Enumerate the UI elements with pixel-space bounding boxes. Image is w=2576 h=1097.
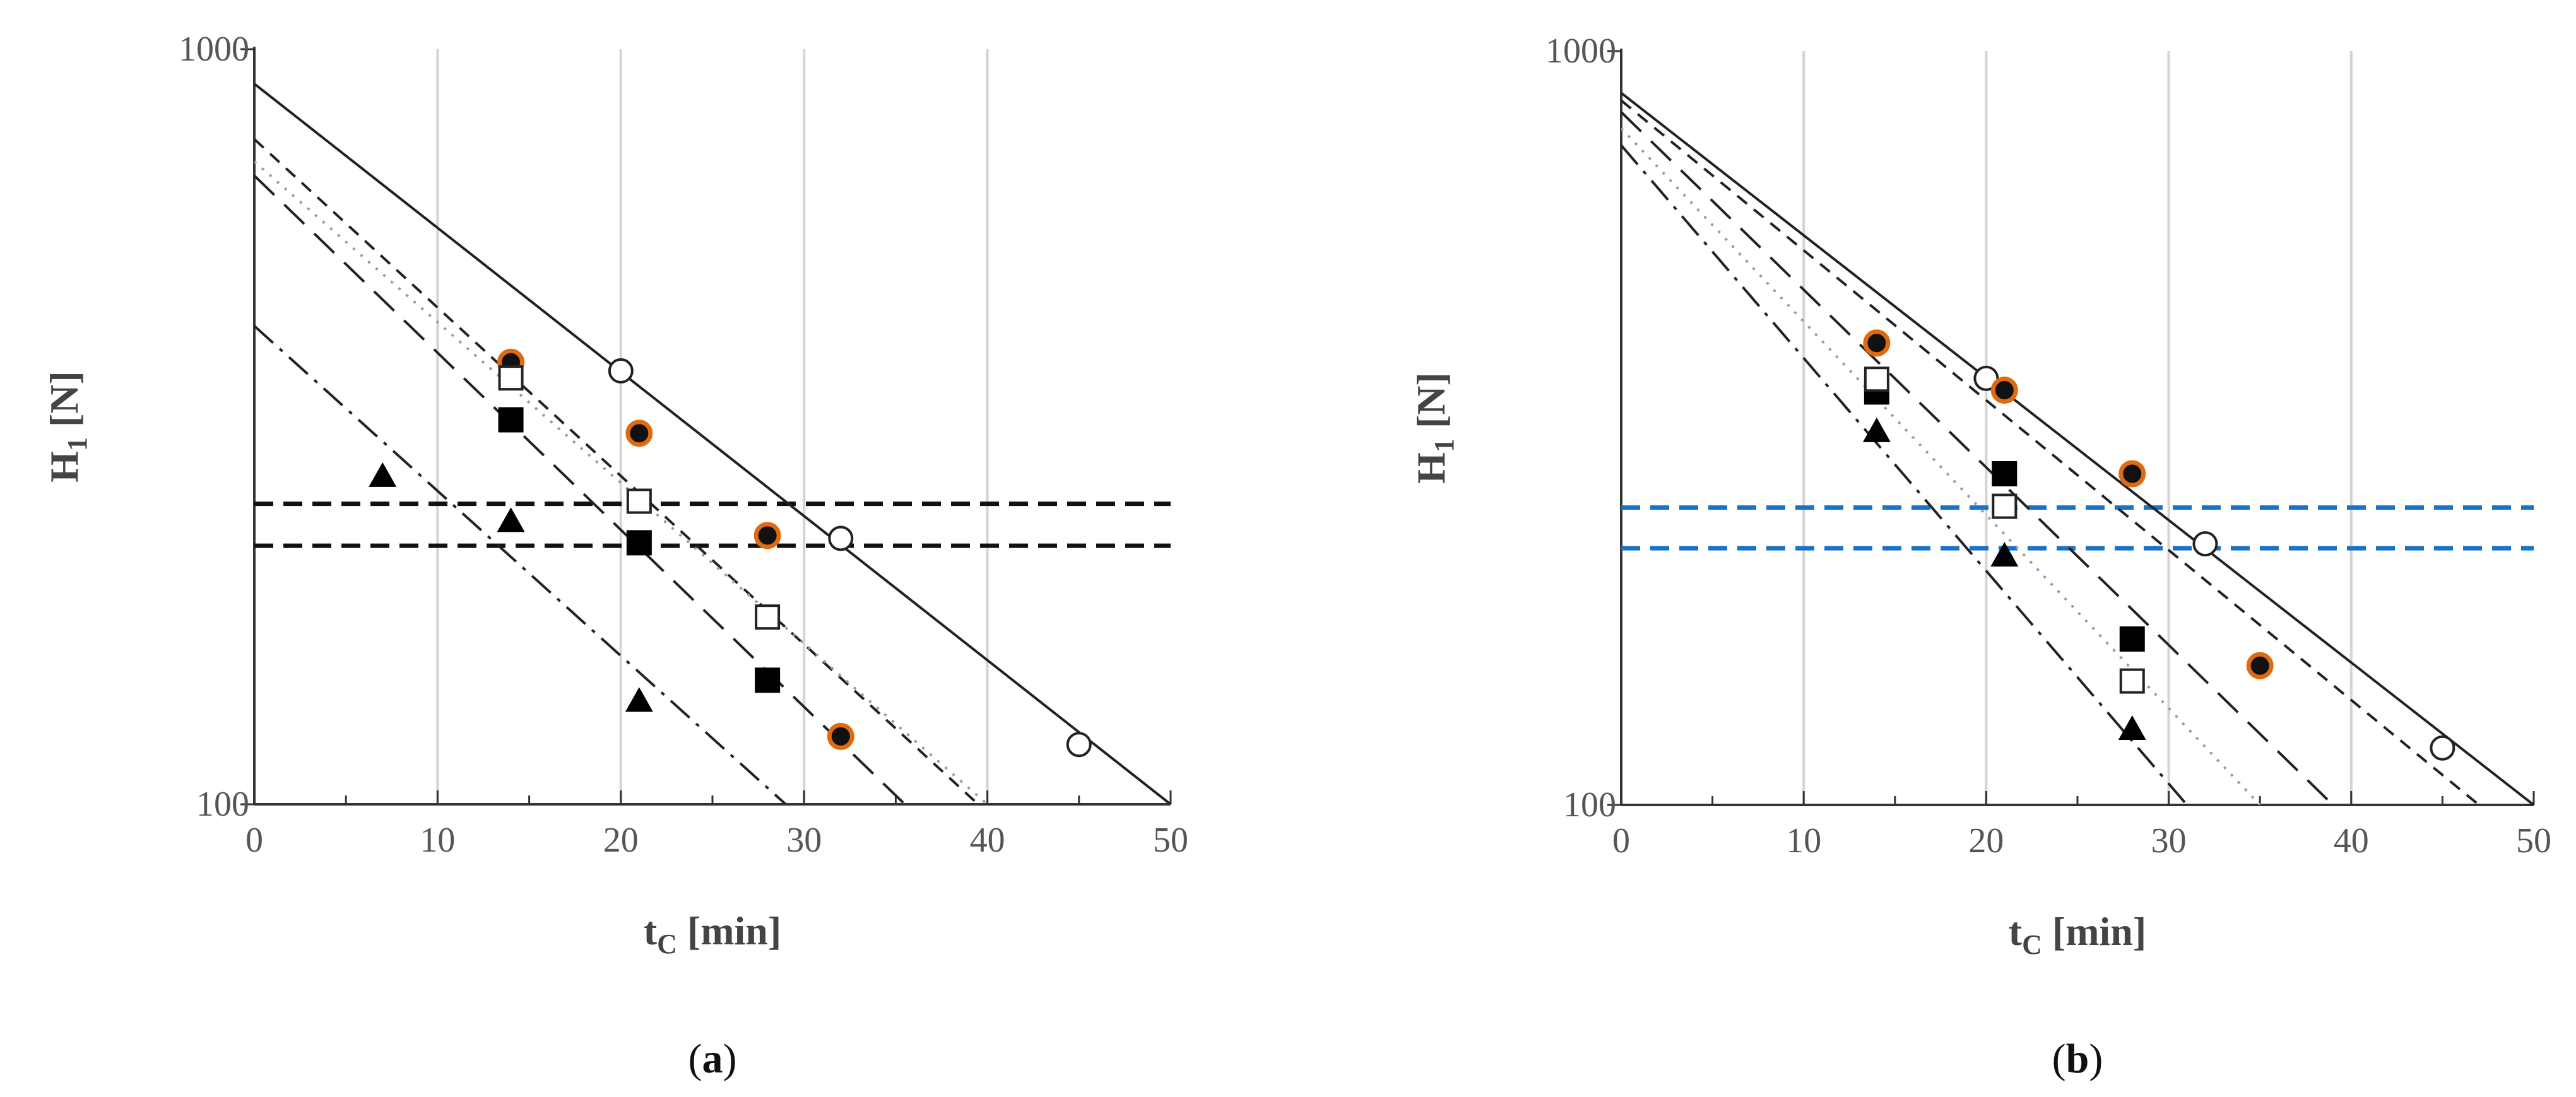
marker-orange-circle: [753, 522, 781, 549]
y-axis-title: H1 [N]: [42, 371, 93, 483]
fit-line-orange-circle: [254, 138, 979, 804]
marker-filled-square: [755, 667, 781, 693]
marker-filled-triangle: [2118, 715, 2146, 741]
x-tick-label: 50: [2516, 821, 2551, 860]
marker-open-circle: [608, 358, 634, 384]
x-axis-title: tC [min]: [2009, 909, 2146, 960]
marker-open-square: [2119, 668, 2145, 694]
marker-open-square: [626, 488, 652, 514]
marker-orange-circle: [2118, 460, 2146, 488]
marker-open-square: [498, 365, 524, 391]
marker-filled-square: [1992, 461, 2018, 486]
fit-line-filled-square: [1621, 111, 2334, 805]
fit-line-filled-triangle: [254, 325, 787, 804]
x-tick-label: 0: [1612, 821, 1630, 860]
marker-filled-triangle: [1862, 417, 1891, 442]
marker-filled-square: [626, 530, 652, 556]
marker-open-circle: [1973, 365, 1999, 391]
marker-open-square: [1992, 493, 2018, 519]
marker-open-square: [1864, 367, 1889, 392]
marker-orange-circle: [827, 722, 854, 750]
marker-orange-circle: [1863, 329, 1891, 357]
marker-open-circle: [1066, 732, 1092, 758]
panel-a: 0 10 20 30 40 50 100 1000 tC [min] H1 [N] (a): [42, 30, 1188, 1082]
marker-open-circle: [828, 525, 854, 551]
marker-open-circle: [2430, 735, 2455, 761]
marker-orange-circle: [625, 419, 653, 447]
y-axis-title: H1 [N]: [1409, 372, 1460, 484]
y-tick-label: 1000: [1545, 32, 1616, 71]
marker-filled-square: [498, 407, 524, 433]
y-tick-label: 100: [196, 785, 249, 824]
x-tick-label: 20: [603, 821, 639, 860]
fit-line-orange-circle: [1621, 99, 2480, 805]
x-tick-label: 30: [786, 821, 822, 860]
marker-filled-triangle: [1990, 542, 2019, 567]
marker-open-square: [755, 604, 781, 630]
marker-filled-square: [2119, 626, 2145, 652]
x-tick-label: 20: [1968, 821, 2004, 860]
fit-line-filled-square: [254, 175, 906, 804]
fit-line-filled-triangle: [1621, 144, 2189, 805]
x-tick-label: 50: [1153, 821, 1188, 860]
x-tick-label: 10: [420, 821, 455, 860]
x-tick-label: 10: [1786, 821, 1821, 860]
marker-filled-triangle: [369, 462, 397, 487]
x-tick-label: 40: [2334, 821, 2369, 860]
fit-line-open-circle: [254, 83, 1171, 804]
fit-line-open-circle: [1621, 91, 2534, 805]
marker-filled-triangle: [625, 687, 653, 712]
x-tick-label: 30: [2151, 821, 2187, 860]
marker-open-circle: [2192, 531, 2218, 557]
x-axis-title: tC [min]: [644, 908, 781, 959]
y-tick-label: 1000: [179, 30, 249, 69]
y-tick-label: 100: [1563, 785, 1616, 824]
panel-b: 0 10 20 30 40 50 100 1000 tC [min] H1 [N] (b): [1409, 32, 2551, 1082]
panel-label: (b): [2052, 1036, 2103, 1082]
marker-filled-triangle: [497, 507, 525, 532]
panel-label: (a): [688, 1036, 737, 1082]
fit-line-open-square: [1621, 127, 2261, 805]
x-tick-label: 0: [245, 821, 263, 860]
marker-orange-circle: [1990, 376, 2018, 404]
fit-line-open-square: [254, 160, 988, 804]
marker-orange-circle: [2246, 652, 2274, 679]
x-tick-label: 40: [970, 821, 1005, 860]
